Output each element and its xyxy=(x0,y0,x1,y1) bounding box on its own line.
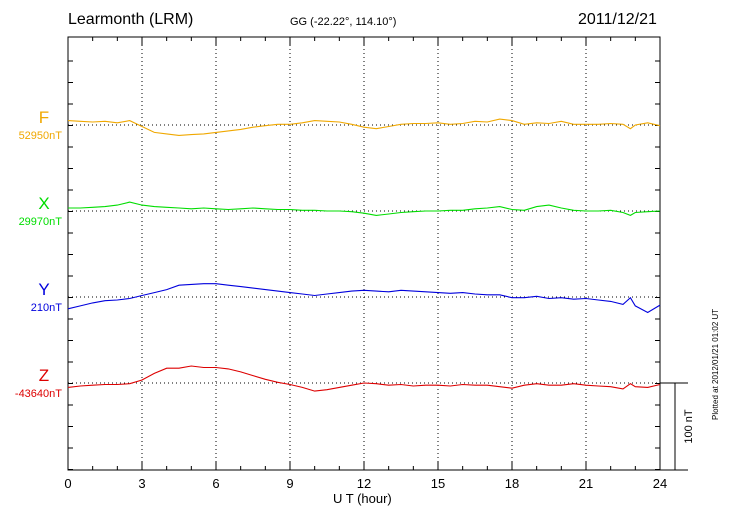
station-title: Learmonth (LRM) xyxy=(68,11,194,28)
date-label: 2011/12/21 xyxy=(578,11,657,28)
series-name-x: X xyxy=(38,194,49,213)
x-tick-label: 12 xyxy=(357,476,371,491)
x-tick-label: 24 xyxy=(653,476,667,491)
x-tick-label: 6 xyxy=(212,476,219,491)
series-name-y: Y xyxy=(38,280,49,299)
series-line-f xyxy=(67,118,661,136)
series-line-x xyxy=(68,201,661,217)
series-baseline-f: 52950nT xyxy=(19,130,63,142)
series-name-z: Z xyxy=(39,366,49,385)
coordinates-label: GG (-22.22°, 114.10°) xyxy=(290,16,397,28)
series-baseline-y: 210nT xyxy=(31,302,62,314)
series-baseline-x: 29970nT xyxy=(19,216,63,228)
x-tick-label: 3 xyxy=(138,476,145,491)
series-name-f: F xyxy=(39,108,49,127)
series-baseline-z: -43640nT xyxy=(15,388,62,400)
x-axis-label: U T (hour) xyxy=(333,491,392,506)
scale-bar-label: 100 nT xyxy=(683,409,695,444)
x-tick-label: 18 xyxy=(505,476,519,491)
x-tick-label: 0 xyxy=(64,476,71,491)
series-line-z xyxy=(67,365,661,392)
x-tick-label: 21 xyxy=(579,476,593,491)
plotted-timestamp: Plotted at 2012/01/21 01:02 UT xyxy=(711,308,720,420)
x-tick-label: 15 xyxy=(431,476,445,491)
series-line-y xyxy=(67,283,661,314)
x-tick-label: 9 xyxy=(286,476,293,491)
